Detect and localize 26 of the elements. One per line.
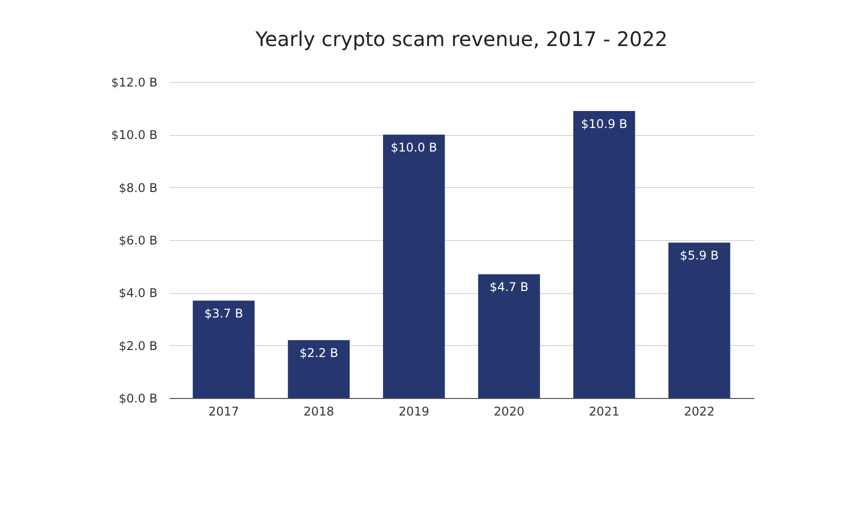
y-tick-label: $12.0 B [111, 76, 158, 90]
x-tick-label: 2019 [398, 404, 430, 418]
bar [288, 340, 350, 398]
bar [478, 274, 540, 398]
y-tick-label: $2.0 B [118, 338, 158, 353]
y-tick-label: $10.0 B [111, 128, 158, 142]
x-tick-label: 2018 [304, 404, 334, 418]
data-label: $5.9 B [680, 248, 719, 263]
x-tick-label: 2020 [494, 404, 524, 418]
y-tick-label: $0.0 B [118, 392, 158, 406]
data-label: $10.0 B [390, 140, 438, 155]
data-label: $4.7 B [490, 280, 528, 294]
x-tick-label: 2021 [588, 404, 620, 418]
y-tick-label: $6.0 B [118, 234, 158, 248]
y-tick-label: $8.0 B [118, 180, 158, 195]
data-label: $2.2 B [299, 346, 338, 360]
data-label: $3.7 B [204, 306, 244, 321]
x-tick-label: 2017 [208, 404, 239, 418]
x-tick-label: 2022 [684, 404, 715, 418]
bar [573, 110, 636, 398]
bar [668, 242, 730, 398]
bar [383, 134, 445, 398]
y-tick-label: $4.0 B [118, 286, 158, 300]
data-label: $10.9 B [580, 116, 628, 131]
chart-title: Yearly crypto scam revenue, 2017 - 2022 [254, 27, 668, 51]
bar [192, 300, 255, 398]
